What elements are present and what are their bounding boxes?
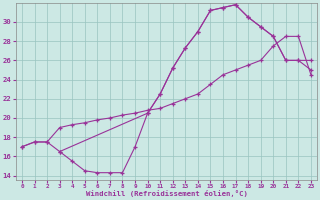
X-axis label: Windchill (Refroidissement éolien,°C): Windchill (Refroidissement éolien,°C) bbox=[85, 190, 247, 197]
